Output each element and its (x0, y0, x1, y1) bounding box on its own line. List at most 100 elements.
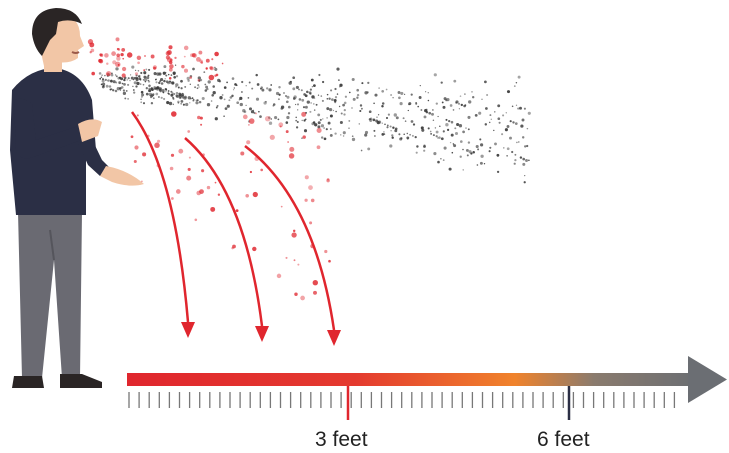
aerosol-particle (138, 75, 140, 78)
aerosol-particle (485, 107, 488, 110)
droplet (105, 72, 110, 76)
aerosol-particle (493, 129, 495, 132)
aerosol-particle (186, 76, 190, 81)
aerosol-particle (433, 73, 437, 77)
aerosol-particle (472, 150, 475, 154)
droplet (310, 198, 315, 203)
droplet (294, 292, 298, 297)
aerosol-particle (381, 89, 385, 93)
aerosol-particle (175, 91, 179, 95)
aerosol-particle (351, 77, 355, 82)
aerosol-particle (414, 135, 417, 139)
aerosol-particle (171, 92, 174, 94)
aerosol-particle (361, 82, 364, 85)
aerosol-particle (480, 154, 484, 158)
aerosol-particle (259, 115, 262, 118)
person-hand-front (78, 119, 102, 142)
droplet (121, 66, 127, 72)
aerosol-particle (153, 72, 157, 76)
aerosol-particle (359, 104, 363, 107)
aerosol-particle (458, 124, 463, 128)
aerosol-particle (403, 93, 406, 95)
aerosol-particle (374, 93, 378, 97)
aerosol-particle (296, 103, 300, 106)
aerosol-particle (460, 140, 463, 143)
aerosol-particle (433, 152, 437, 156)
aerosol-particle (145, 68, 148, 71)
aerosol-particle (381, 133, 385, 136)
aerosol-particle (378, 87, 380, 89)
aerosol-particle (141, 93, 145, 97)
droplet (209, 66, 213, 70)
aerosol-particle (497, 104, 501, 108)
aerosol-particle (512, 121, 515, 124)
droplet (210, 206, 216, 212)
droplet (87, 39, 94, 45)
aerosol-particle (419, 84, 421, 87)
aerosol-particle (280, 105, 285, 109)
aerosol-particle (327, 121, 331, 125)
aerosol-particle (127, 83, 130, 86)
aerosol-particle (410, 120, 414, 123)
aerosol-particle (194, 86, 197, 89)
aerosol-particle (198, 86, 200, 88)
droplet (208, 74, 215, 81)
aerosol-particle (367, 147, 371, 151)
scale-ticks (128, 392, 676, 408)
aerosol-particle (317, 113, 321, 117)
aerosol-particle (292, 76, 296, 80)
aerosol-particle (503, 147, 505, 149)
aerosol-particle (381, 122, 383, 124)
aerosol-particle (514, 122, 518, 125)
droplet (187, 167, 191, 171)
droplet (252, 191, 258, 198)
aerosol-particle (386, 124, 389, 127)
aerosol-particle (342, 103, 345, 107)
aerosol-particle (152, 97, 155, 100)
droplet (183, 55, 186, 58)
aerosol-particle (165, 80, 169, 84)
aerosol-particle (147, 79, 149, 82)
aerosol-particle (320, 124, 325, 128)
aerosol-particle (321, 99, 324, 102)
aerosol-particle (203, 71, 206, 73)
aerosol-particle (286, 115, 290, 120)
aerosol-particle (223, 98, 226, 101)
droplet (136, 114, 139, 117)
droplet (178, 148, 184, 154)
aerosol-particle (243, 110, 247, 114)
aerosol-particle (198, 100, 202, 104)
aerosol-particle (110, 73, 114, 77)
aerosol-particle (111, 72, 113, 75)
aerosol-particle (127, 77, 130, 80)
aerosol-particle (206, 87, 209, 91)
droplet (289, 146, 295, 152)
droplet (279, 125, 282, 128)
aerosol-particle (506, 90, 511, 94)
aerosol-particle (155, 81, 158, 84)
aerosol-particle (162, 91, 165, 94)
aerosol-particle (123, 83, 126, 86)
aerosol-particle (459, 95, 462, 97)
aerosol-particle (165, 71, 167, 74)
aerosol-particle (306, 100, 310, 104)
droplet (248, 124, 250, 126)
label-6-feet: 6 feet (537, 428, 590, 451)
aerosol-particle (462, 130, 465, 134)
aerosol-particle (496, 170, 500, 174)
aerosol-particle (266, 87, 269, 90)
aerosol-particle (334, 87, 337, 91)
aerosol-particle (432, 119, 435, 122)
aerosol-particle (119, 87, 122, 90)
droplet (245, 194, 249, 198)
aerosol-particle (440, 81, 443, 84)
aerosol-particle (140, 83, 142, 85)
aerosol-particle (171, 81, 175, 85)
aerosol-particle (177, 102, 180, 104)
aerosol-particle (245, 104, 247, 107)
aerosol-particle (476, 164, 479, 166)
aerosol-particle (326, 107, 330, 111)
aerosol-particle (147, 74, 150, 77)
aerosol-particle (285, 100, 289, 104)
trajectory-arrow-2 (184, 137, 264, 327)
